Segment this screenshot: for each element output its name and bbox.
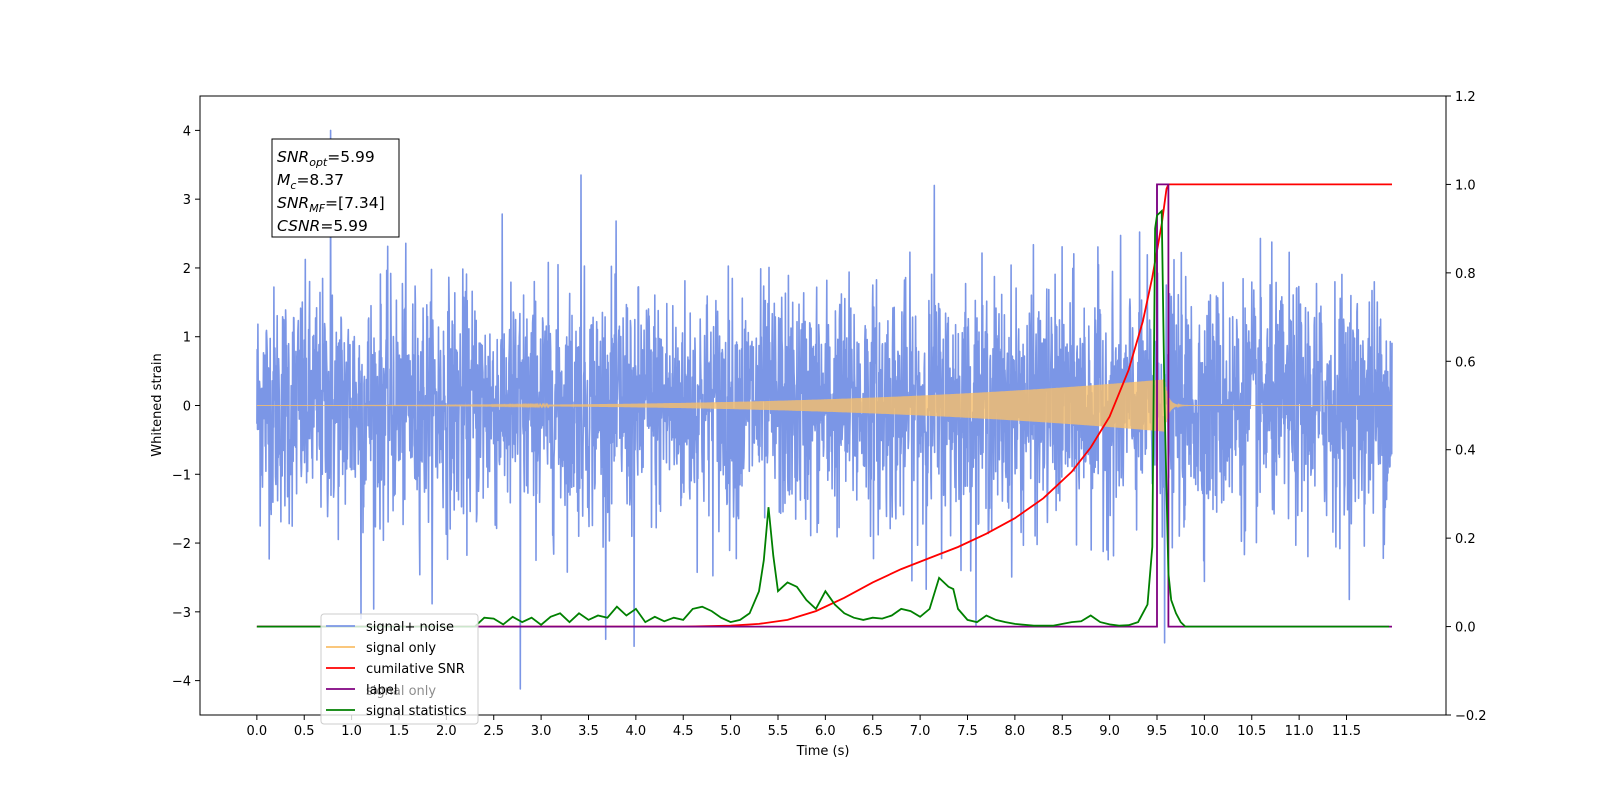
y2-tick-label: 0.8 <box>1455 267 1476 282</box>
x-tick-label: 0.5 <box>294 724 315 739</box>
y2-tick-label: 0.4 <box>1455 444 1476 459</box>
x-tick-label: 9.5 <box>1147 724 1168 739</box>
x-tick-label: 0.0 <box>247 724 268 739</box>
y2-tick-label: 1.2 <box>1455 90 1476 105</box>
legend: signal only signal+ noise signal only cumil… <box>320 613 479 725</box>
x-tick-label: 1.0 <box>341 724 362 739</box>
x-tick-label: 10.0 <box>1190 724 1219 739</box>
legend-label: cumilative SNR <box>366 662 465 677</box>
x-tick-label: 4.0 <box>626 724 647 739</box>
legend-label: signal+ noise <box>366 620 454 635</box>
y-tick-label: −2 <box>172 537 191 552</box>
y2-tick-label: 1.0 <box>1455 178 1476 193</box>
x-tick-label: 4.5 <box>673 724 694 739</box>
y-tick-label: 3 <box>183 193 191 208</box>
legend-frame <box>320 613 479 725</box>
x-axis-label: Time (s) <box>796 744 850 759</box>
y-tick-label: −3 <box>172 606 191 621</box>
x-tick-label: 3.5 <box>578 724 599 739</box>
ticks-layer: 0.0 0.5 1.0 1.5 2.0 2.5 3.0 3.5 4.0 4.5 5.0 5.5 6.0 6… <box>172 90 1487 739</box>
info-box-line: Mc=8.37 <box>277 171 344 192</box>
legend-ghost-text: signal only <box>366 684 436 699</box>
x-tick-label: 5.0 <box>720 724 741 739</box>
series-signal-noise <box>256 129 1393 690</box>
legend-label: signal only <box>366 641 436 656</box>
x-tick-label: 11.5 <box>1332 724 1361 739</box>
y2-tick-label: 0.0 <box>1455 621 1476 636</box>
x-tick-label: 7.0 <box>910 724 931 739</box>
y-tick-label: −1 <box>172 468 191 483</box>
x-tick-label: 8.0 <box>1005 724 1026 739</box>
x-tick-label: 2.5 <box>483 724 504 739</box>
series-layer <box>256 129 1393 690</box>
y2-tick-label: 0.6 <box>1455 355 1476 370</box>
series-signal-statistics <box>256 208 1390 628</box>
info-box-line: CSNR=5.99 <box>277 217 368 235</box>
x-tick-label: 2.0 <box>436 724 457 739</box>
legend-label: label <box>366 683 397 698</box>
x-tick-label: 6.5 <box>862 724 883 739</box>
y2-tick-label: 0.2 <box>1455 532 1476 547</box>
y-tick-label: −4 <box>172 675 191 690</box>
y-tick-label: 0 <box>183 400 191 415</box>
x-tick-label: 3.0 <box>531 724 552 739</box>
x-tick-label: 7.5 <box>957 724 978 739</box>
y-tick-label: 1 <box>183 331 191 346</box>
x-tick-label: 1.5 <box>389 724 410 739</box>
x-tick-label: 5.5 <box>768 724 789 739</box>
y-tick-label: 2 <box>183 262 191 277</box>
y-axis-label: Whitened strain <box>150 353 165 456</box>
x-tick-label: 9.0 <box>1099 724 1120 739</box>
x-tick-label: 10.5 <box>1237 724 1266 739</box>
legend-label: signal statistics <box>366 704 467 719</box>
x-tick-label: 8.5 <box>1052 724 1073 739</box>
info-box-frame <box>271 138 400 238</box>
series-signal-only <box>256 379 1392 432</box>
x-tick-label: 11.0 <box>1285 724 1314 739</box>
y-tick-label: 4 <box>183 124 191 139</box>
y2-tick-label: −0.2 <box>1455 709 1487 724</box>
info-box-line: SNRMF=[7.34] <box>277 194 385 215</box>
info-box-line: SNRopt=5.99 <box>277 148 375 169</box>
x-tick-label: 6.0 <box>815 724 836 739</box>
